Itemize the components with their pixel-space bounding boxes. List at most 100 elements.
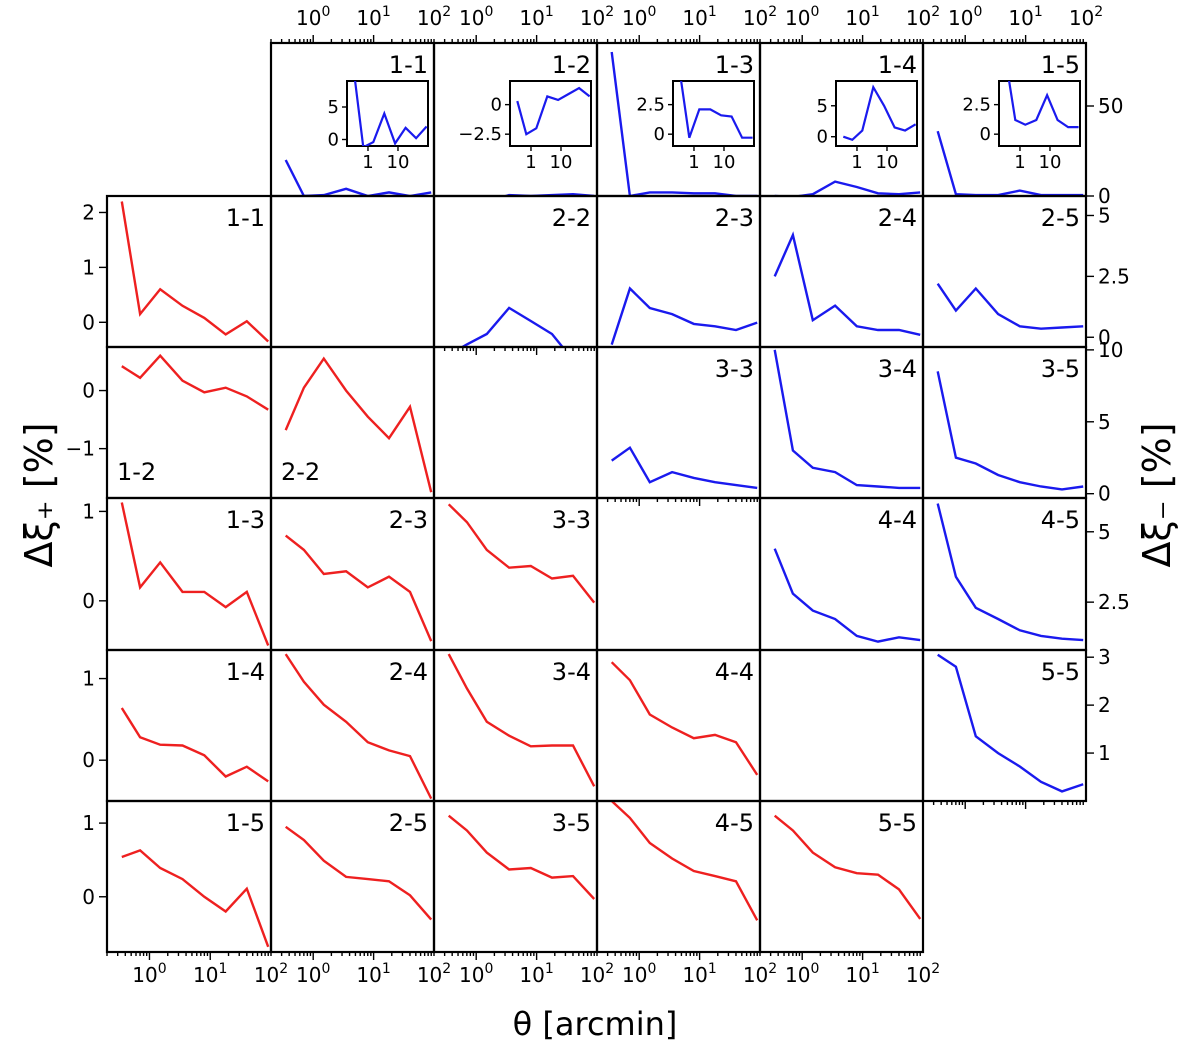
inset-x-tick-label: 1	[851, 152, 862, 173]
pair-label: 3-5	[1041, 355, 1080, 383]
y-tick-label: 2.5	[1098, 590, 1130, 614]
y-axis-right-label: Δξ₋ [%]	[1135, 422, 1179, 567]
empty-panel-2-2	[432, 345, 599, 500]
inset-x-tick-label: 10	[550, 152, 573, 173]
panel-xi_minus-3-5: 0 5 10 3-5	[921, 338, 1123, 506]
inset-y-tick-label: 2.5	[962, 95, 991, 116]
x-tick-label: 102	[417, 4, 451, 30]
xi_minus-series-line-3-5	[936, 371, 1084, 491]
xi_plus-series-line-1-5	[121, 849, 270, 948]
pair-label: 1-5	[1041, 51, 1080, 79]
xi_plus-series-line-1-1	[120, 201, 270, 343]
pair-label: 4-4	[878, 506, 917, 534]
panel-frame	[432, 345, 599, 500]
x-tick-label: 102	[906, 961, 940, 987]
y-tick-label: 0	[1098, 184, 1111, 208]
y-tick-label: 0	[82, 589, 95, 613]
y-tick-label: 1	[82, 811, 95, 835]
pair-label: 2-3	[715, 204, 754, 232]
pair-label: 1-1	[389, 51, 428, 79]
pair-label: 3-3	[715, 355, 754, 383]
y-tick-label: 0	[82, 748, 95, 772]
panel-xi_plus-2-2: 2-2	[269, 345, 436, 500]
x-tick-label: 101	[845, 961, 879, 987]
inset-y-tick-label: 5	[328, 97, 339, 118]
y-tick-label: 3	[1098, 645, 1111, 669]
pair-label: 3-4	[878, 355, 917, 383]
panel-xi_plus-3-4: 3-4	[432, 648, 599, 803]
y-tick-label: 1	[82, 255, 95, 279]
panel-xi_minus-4-5: 2.5 5 4-5	[921, 496, 1130, 652]
xi_plus-series-line-2-4	[284, 653, 433, 800]
pair-label: 5-5	[878, 809, 917, 837]
panel-xi_minus-1-4: 100 101 102 1-4 0 5 1 10	[758, 4, 940, 198]
pair-label: 4-4	[715, 658, 754, 686]
x-tick-label: 100	[132, 961, 166, 987]
panel-frame	[758, 648, 925, 803]
y-tick-label: 0	[82, 310, 95, 334]
x-tick-label: 101	[519, 4, 553, 30]
y-tick-label: 10	[1098, 338, 1123, 362]
xi_plus-series-line-2-2	[284, 356, 433, 493]
panel-xi_minus-2-4: 2-4	[758, 194, 925, 349]
panel-xi_plus-5-5: 100 101 102 5-5	[758, 799, 940, 987]
inset-y-tick-label: 0	[328, 130, 339, 151]
pair-label: 4-5	[715, 809, 754, 837]
inset-x-tick-label: 1	[362, 152, 373, 173]
y-tick-label: 1	[1098, 741, 1111, 765]
x-tick-label: 102	[1069, 4, 1103, 30]
panel-xi_plus-1-4: 0 1 1-4	[82, 648, 273, 803]
x-tick-label: 102	[743, 961, 777, 987]
xi_plus-series-line-1-4	[120, 707, 269, 783]
xi_plus-series-line-1-2	[121, 353, 269, 411]
pair-label: 1-3	[226, 506, 265, 534]
inset-x-tick-label: 10	[387, 152, 410, 173]
panel-xi_minus-2-5: 0 2.5 5 2-5	[921, 194, 1130, 349]
pair-label: 5-5	[1041, 658, 1080, 686]
pair-label: 1-5	[226, 809, 265, 837]
pair-label: 1-3	[715, 51, 754, 79]
y-tick-label: 1	[82, 499, 95, 523]
inset-series-line	[353, 81, 428, 146]
y-tick-label: −1	[66, 437, 95, 461]
xi_plus-series-line-3-3	[447, 503, 596, 604]
y-axis-left-label: Δξ₊ [%]	[17, 422, 61, 567]
x-tick-label: 101	[356, 961, 390, 987]
inset-x-tick-label: 10	[1039, 152, 1062, 173]
inset-x-tick-label: 10	[876, 152, 899, 173]
y-tick-label: 1	[82, 667, 95, 691]
pair-label: 2-5	[389, 809, 428, 837]
x-tick-label: 100	[622, 4, 656, 30]
xi_minus-series-line-2-2	[459, 306, 595, 347]
x-tick-label: 100	[622, 961, 656, 987]
inset-1-3: 0 2.5 1 10	[636, 80, 755, 173]
empty-panel-1-1	[269, 194, 436, 349]
x-tick-label: 101	[519, 961, 553, 987]
y-tick-label: 2.5	[1098, 264, 1130, 288]
panel-xi_plus-3-3: 3-3	[432, 496, 599, 652]
inset-1-5: 0 2.5 1 10	[962, 80, 1081, 173]
xi_minus-series-line-3-3	[611, 445, 758, 490]
x-tick-label: 102	[580, 4, 614, 30]
y-tick-label: 5	[1098, 520, 1111, 544]
x-tick-label: 101	[193, 961, 227, 987]
inset-x-tick-label: 1	[688, 152, 699, 173]
panel-xi_plus-2-4: 2-4	[269, 648, 436, 803]
pair-label: 2-2	[281, 458, 320, 486]
panel-xi_plus-1-5: 0 1 100 101 102 1-5	[82, 799, 288, 987]
inset-x-tick-label: 10	[713, 152, 736, 173]
x-tick-label: 101	[356, 4, 390, 30]
pair-label: 2-5	[1041, 204, 1080, 232]
xi_plus-series-line-3-4	[447, 653, 596, 787]
inset-1-1: 0 5 1 10	[328, 80, 429, 173]
panel-xi_plus-1-3: 0 1 1-3	[82, 496, 273, 652]
inset-x-tick-label: 1	[525, 152, 536, 173]
x-tick-label: 100	[785, 4, 819, 30]
x-tick-label: 100	[459, 961, 493, 987]
panel-xi_plus-4-4: 4-4	[595, 648, 762, 803]
inset-y-tick-label: 5	[817, 96, 828, 117]
xi_plus-series-line-3-5	[447, 814, 596, 900]
y-tick-label: 50	[1098, 94, 1123, 118]
panel-xi_plus-1-1: 0 1 2 1-1	[82, 194, 273, 349]
